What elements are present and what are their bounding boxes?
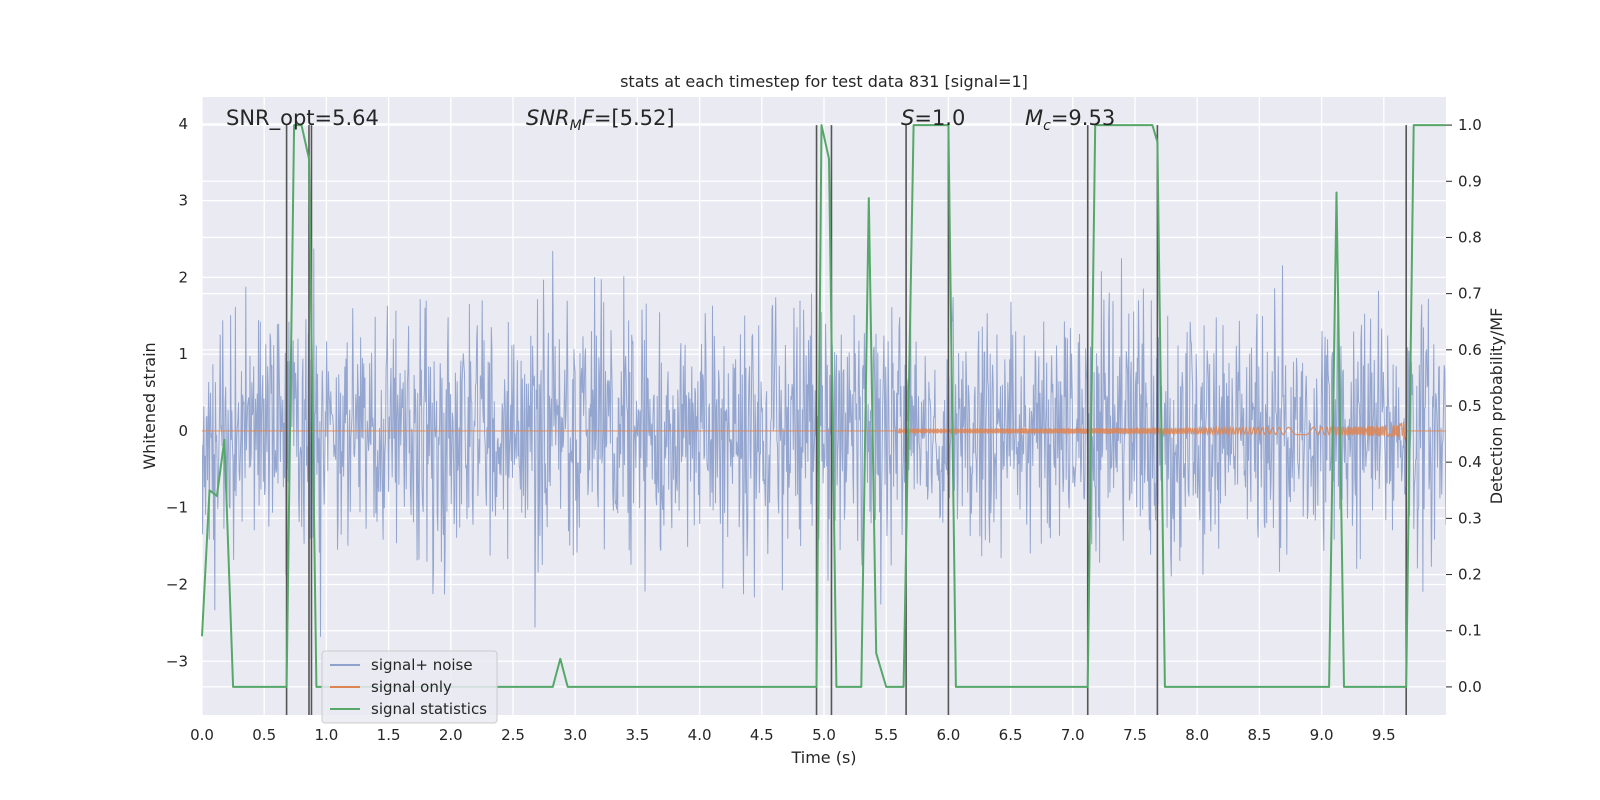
chart-title: stats at each timestep for test data 831… xyxy=(620,72,1028,91)
x-axis-label: Time (s) xyxy=(790,748,856,767)
x-tick-label: 3.0 xyxy=(563,726,587,744)
snr-mf-var: SNR xyxy=(526,106,570,130)
legend-label-noise: signal+ noise xyxy=(371,656,473,674)
x-tick-label: 4.0 xyxy=(688,726,712,744)
mc-var: M xyxy=(1025,106,1043,130)
snr-mf-var2: F xyxy=(582,106,595,130)
y-tick-label: 4 xyxy=(178,115,188,133)
legend-box xyxy=(321,650,498,724)
y-axis-ticks: −3 −2 −1 0 1 2 3 4 xyxy=(166,115,188,670)
x-tick-label: 0.5 xyxy=(252,726,276,744)
y-tick-label: −1 xyxy=(166,499,188,517)
snr-opt-annotation: SNR_opt=5.64 xyxy=(226,106,379,131)
y-tick-label: 0 xyxy=(178,422,188,440)
x-tick-label: 2.5 xyxy=(501,726,525,744)
y-tick-label: −2 xyxy=(166,575,188,593)
snr-mf-annotation: SNRMF=[5.52] xyxy=(526,106,675,134)
y-right-tick-label: 0.8 xyxy=(1458,228,1482,246)
x-tick-label: 5.5 xyxy=(874,726,898,744)
x-tick-label: 9.0 xyxy=(1310,726,1334,744)
y-tick-label: 2 xyxy=(178,268,188,286)
signal-noise-line xyxy=(202,248,1446,637)
x-axis-ticks: 0.0 0.5 1.0 1.5 2.0 2.5 3.0 3.5 4.0 4.5 5.0 5.5 6.0 6… xyxy=(190,726,1396,744)
signal-noise-series xyxy=(202,248,1446,637)
y-right-tick-label: 0.3 xyxy=(1458,509,1482,527)
x-tick-label: 4.5 xyxy=(750,726,774,744)
legend-label-signal: signal only xyxy=(371,678,452,696)
y-tick-label: 1 xyxy=(178,345,188,363)
y-right-axis-label: Detection probability/MF xyxy=(1487,308,1506,505)
x-tick-label: 3.5 xyxy=(625,726,649,744)
mc-value: =9.53 xyxy=(1051,106,1115,130)
signal-statistics-line xyxy=(201,124,1446,688)
y-right-tick-label: 0.6 xyxy=(1458,341,1482,359)
x-tick-label: 0.0 xyxy=(190,726,214,744)
s-var: S xyxy=(901,106,914,130)
x-tick-label: 7.0 xyxy=(1061,726,1085,744)
mc-annotation: Mc=9.53 xyxy=(1025,106,1115,134)
y-right-tick-label: 0.0 xyxy=(1458,678,1482,696)
legend-label-stats: signal statistics xyxy=(371,700,487,718)
y-axis-label: Whitened strain xyxy=(140,342,159,469)
x-tick-label: 2.0 xyxy=(439,726,463,744)
y-right-tick-label: 0.9 xyxy=(1458,172,1482,190)
legend: signal+ noise signal only signal statist… xyxy=(321,650,498,724)
y-right-tick-label: 1.0 xyxy=(1458,116,1482,134)
y-right-tick-label: 0.4 xyxy=(1458,453,1482,471)
signal-only-series xyxy=(202,421,1446,444)
y-right-tick-label: 0.2 xyxy=(1458,566,1482,584)
y-tick-label: −3 xyxy=(166,652,188,670)
x-tick-label: 1.0 xyxy=(314,726,338,744)
y-right-tick-label: 0.7 xyxy=(1458,285,1482,303)
y-right-axis-ticks: 0.0 0.1 0.2 0.3 0.4 0.5 0.6 0.7 0.8 0.9 1.0 xyxy=(1446,116,1482,696)
x-tick-label: 8.0 xyxy=(1185,726,1209,744)
snr-mf-sub: M xyxy=(570,118,582,134)
s-value: =1.0 xyxy=(914,106,965,130)
x-tick-label: 6.5 xyxy=(999,726,1023,744)
s-annotation: S=1.0 xyxy=(901,106,965,130)
y-right-tick-label: 0.1 xyxy=(1458,622,1482,640)
x-tick-label: 9.5 xyxy=(1372,726,1396,744)
y-right-tick-label: 0.5 xyxy=(1458,397,1482,415)
x-tick-label: 5.0 xyxy=(812,726,836,744)
x-tick-label: 6.0 xyxy=(936,726,960,744)
signal-statistics-series xyxy=(201,124,1446,688)
signal-only-line xyxy=(202,421,1446,444)
mc-sub: c xyxy=(1043,118,1051,134)
x-tick-label: 7.5 xyxy=(1123,726,1147,744)
x-tick-label: 8.5 xyxy=(1247,726,1271,744)
x-tick-label: 1.5 xyxy=(377,726,401,744)
y-tick-label: 3 xyxy=(178,192,188,210)
snr-mf-value: =[5.52] xyxy=(594,106,675,130)
